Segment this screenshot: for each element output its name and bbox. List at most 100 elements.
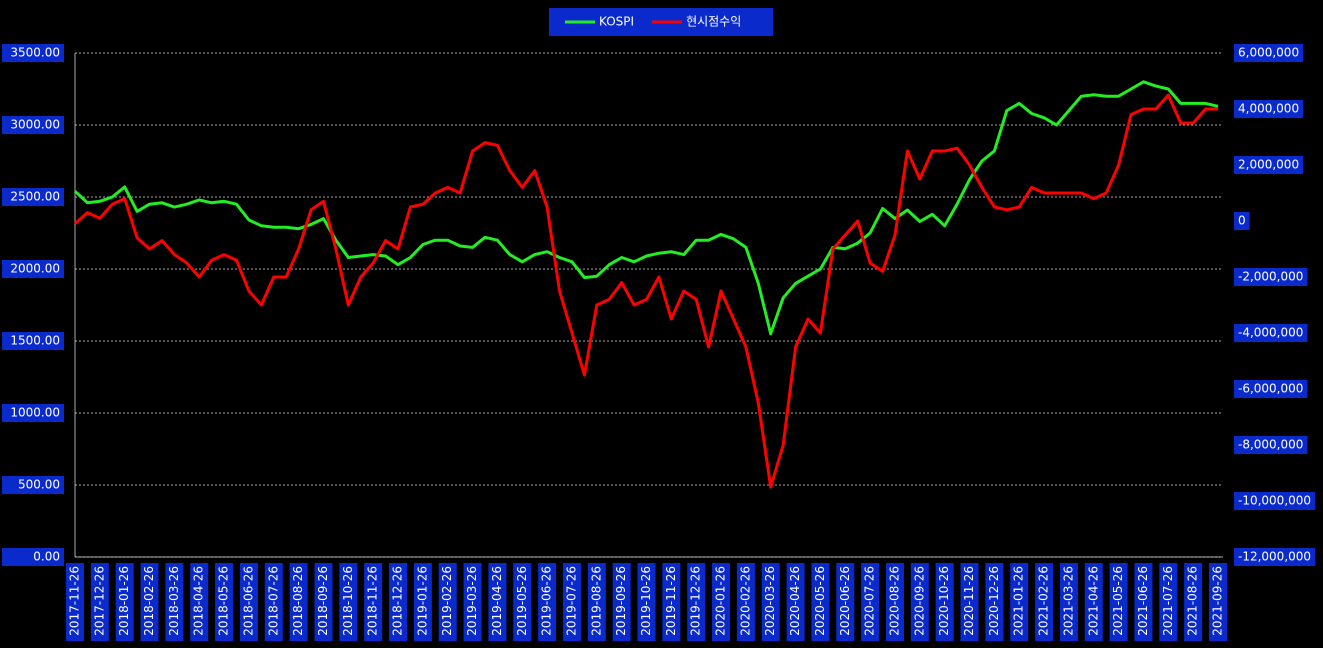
x-tick-label: 2017-11-26: [68, 566, 82, 636]
x-tick-label: 2020-06-26: [838, 566, 852, 636]
x-tick-label: 2018-09-26: [316, 566, 330, 636]
label-box: [736, 563, 755, 641]
series-line: [73, 80, 1219, 336]
label-box: [165, 563, 184, 641]
y-tick-label: 3000.00: [10, 118, 60, 132]
label-box: [1234, 492, 1316, 510]
label-box: [1234, 212, 1250, 230]
label-box: [985, 563, 1004, 641]
y-tick-label: 2000.00: [10, 262, 60, 276]
x-tick-label: 2021-01-26: [1012, 566, 1026, 636]
x-tick-label: 2019-09-26: [614, 566, 628, 636]
y2-tick-label: -6,000,000: [1238, 382, 1303, 396]
label-box: [2, 116, 64, 134]
x-tick-label: 2021-08-26: [1186, 566, 1200, 636]
label-box: [1234, 268, 1308, 286]
label-box: [662, 563, 681, 641]
x-tick-label: 2021-05-26: [1111, 566, 1125, 636]
y2-tick-label: -8,000,000: [1238, 438, 1303, 452]
x-tick-label: 2021-04-26: [1086, 566, 1100, 636]
x-tick-label: 2018-10-26: [341, 566, 355, 636]
y-tick-label: 1000.00: [10, 406, 60, 420]
y-tick-label: 500.00: [18, 478, 60, 492]
x-tick-label: 2019-01-26: [415, 566, 429, 636]
label-box: [538, 563, 557, 641]
label-box: [314, 563, 333, 641]
label-box: [289, 563, 308, 641]
label-box: [761, 563, 780, 641]
x-tick-label: 2017-12-26: [92, 566, 106, 636]
label-box: [2, 188, 64, 206]
label-box: [562, 563, 581, 641]
x-tick-label: 2021-02-26: [1037, 566, 1051, 636]
label-box: [1109, 563, 1128, 641]
y-tick-label: 3500.00: [10, 46, 60, 60]
x-tick-label: 2018-11-26: [366, 566, 380, 636]
label-box: [1159, 563, 1178, 641]
label-box: [1234, 44, 1304, 62]
x-tick-label: 2018-06-26: [241, 566, 255, 636]
x-tick-label: 2020-01-26: [714, 566, 728, 636]
y2-tick-label: -12,000,000: [1238, 550, 1311, 564]
label-box: [1184, 563, 1203, 641]
x-tick-label: 2019-05-26: [515, 566, 529, 636]
label-box: [1035, 563, 1054, 641]
x-tick-label: 2018-05-26: [217, 566, 231, 636]
x-tick-label: 2021-09-26: [1211, 566, 1225, 636]
x-tick-label: 2020-08-26: [887, 566, 901, 636]
x-tick-label: 2019-03-26: [465, 566, 479, 636]
x-tick-label: 2020-10-26: [937, 566, 951, 636]
label-box: [687, 563, 706, 641]
label-box: [712, 563, 731, 641]
label-box: [2, 44, 64, 62]
y2-tick-label: 4,000,000: [1238, 102, 1299, 116]
label-box: [1010, 563, 1029, 641]
label-box: [463, 563, 482, 641]
x-tick-label: 2020-12-26: [987, 566, 1001, 636]
label-box: [935, 563, 954, 641]
label-box: [140, 563, 159, 641]
x-tick-label: 2021-06-26: [1136, 566, 1150, 636]
label-box: [389, 563, 408, 641]
label-box: [1234, 100, 1304, 118]
x-tick-label: 2018-02-26: [142, 566, 156, 636]
label-box: [239, 563, 258, 641]
y-tick-label: 1500.00: [10, 334, 60, 348]
x-tick-label: 2019-11-26: [664, 566, 678, 636]
y2-tick-label: -10,000,000: [1238, 494, 1311, 508]
label-box: [2, 404, 64, 422]
legend-label: KOSPI: [599, 15, 634, 29]
label-box: [264, 563, 283, 641]
y-tick-label: 0.00: [33, 550, 60, 564]
label-box: [861, 563, 880, 641]
label-box: [1234, 324, 1308, 342]
label-box: [190, 563, 209, 641]
y2-tick-label: -4,000,000: [1238, 326, 1303, 340]
x-tick-label: 2019-06-26: [540, 566, 554, 636]
label-box: [786, 563, 805, 641]
label-box: [1234, 380, 1308, 398]
label-box: [1059, 563, 1078, 641]
label-box: [1234, 156, 1304, 174]
series-line: [73, 93, 1218, 489]
label-box: [2, 260, 64, 278]
label-box: [910, 563, 929, 641]
label-box: [637, 563, 656, 641]
label-box: [836, 563, 855, 641]
x-tick-label: 2020-03-26: [763, 566, 777, 636]
label-box: [513, 563, 532, 641]
label-box: [612, 563, 631, 641]
label-box: [413, 563, 432, 641]
label-box: [811, 563, 830, 641]
x-tick-label: 2019-02-26: [440, 566, 454, 636]
label-box: [115, 563, 134, 641]
x-tick-label: 2020-09-26: [912, 566, 926, 636]
label-box: [2, 548, 64, 566]
label-box: [438, 563, 457, 641]
label-box: [2, 332, 64, 350]
x-tick-label: 2020-04-26: [788, 566, 802, 636]
label-box: [1209, 563, 1227, 641]
y-tick-label: 2500.00: [10, 190, 60, 204]
label-box: [1234, 436, 1308, 454]
